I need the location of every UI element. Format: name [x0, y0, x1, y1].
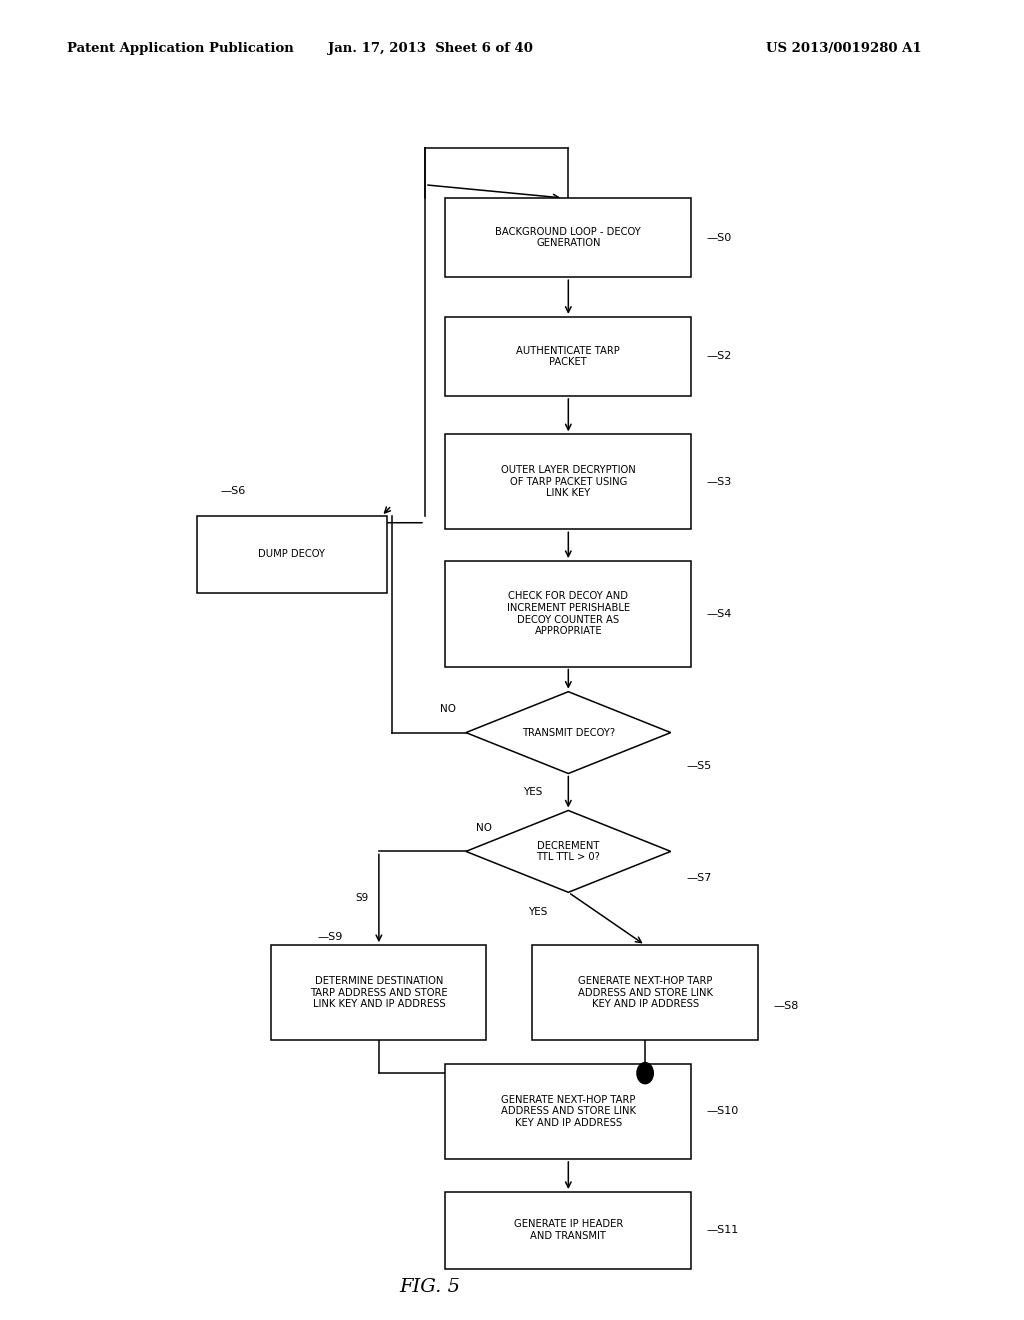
Text: Jan. 17, 2013  Sheet 6 of 40: Jan. 17, 2013 Sheet 6 of 40 [328, 42, 532, 55]
Text: TRANSMIT DECOY?: TRANSMIT DECOY? [522, 727, 614, 738]
Text: DUMP DECOY: DUMP DECOY [258, 549, 326, 560]
Text: —S2: —S2 [707, 351, 732, 362]
Text: —S6: —S6 [220, 486, 246, 496]
Text: BACKGROUND LOOP - DECOY
GENERATION: BACKGROUND LOOP - DECOY GENERATION [496, 227, 641, 248]
FancyBboxPatch shape [445, 561, 691, 667]
Text: FIG. 5: FIG. 5 [399, 1278, 461, 1296]
FancyBboxPatch shape [197, 516, 386, 593]
Text: —S4: —S4 [707, 609, 732, 619]
Text: YES: YES [523, 787, 543, 797]
Text: YES: YES [528, 907, 548, 917]
FancyBboxPatch shape [445, 198, 691, 277]
FancyBboxPatch shape [445, 1064, 691, 1159]
Text: OUTER LAYER DECRYPTION
OF TARP PACKET USING
LINK KEY: OUTER LAYER DECRYPTION OF TARP PACKET US… [501, 465, 636, 499]
Text: —S0: —S0 [707, 232, 732, 243]
Text: —S7: —S7 [686, 873, 712, 883]
FancyBboxPatch shape [445, 317, 691, 396]
Text: —S10: —S10 [707, 1106, 738, 1117]
FancyBboxPatch shape [445, 434, 691, 529]
Text: NO: NO [476, 822, 493, 833]
FancyBboxPatch shape [271, 945, 486, 1040]
Text: CHECK FOR DECOY AND
INCREMENT PERISHABLE
DECOY COUNTER AS
APPROPRIATE: CHECK FOR DECOY AND INCREMENT PERISHABLE… [507, 591, 630, 636]
Polygon shape [466, 810, 671, 892]
FancyBboxPatch shape [445, 1192, 691, 1269]
Text: NO: NO [439, 704, 456, 714]
Text: DECREMENT
TTL TTL > 0?: DECREMENT TTL TTL > 0? [537, 841, 600, 862]
Text: Patent Application Publication: Patent Application Publication [67, 42, 293, 55]
Text: —S8: —S8 [773, 1001, 799, 1011]
Text: —S9: —S9 [317, 932, 343, 942]
Polygon shape [466, 692, 671, 774]
Circle shape [637, 1063, 653, 1084]
Text: AUTHENTICATE TARP
PACKET: AUTHENTICATE TARP PACKET [516, 346, 621, 367]
FancyBboxPatch shape [532, 945, 758, 1040]
Text: —S5: —S5 [686, 760, 712, 771]
Text: —S11: —S11 [707, 1225, 738, 1236]
Text: US 2013/0019280 A1: US 2013/0019280 A1 [766, 42, 922, 55]
Text: DETERMINE DESTINATION
TARP ADDRESS AND STORE
LINK KEY AND IP ADDRESS: DETERMINE DESTINATION TARP ADDRESS AND S… [310, 975, 447, 1010]
Text: GENERATE NEXT-HOP TARP
ADDRESS AND STORE LINK
KEY AND IP ADDRESS: GENERATE NEXT-HOP TARP ADDRESS AND STORE… [501, 1094, 636, 1129]
Text: —S3: —S3 [707, 477, 732, 487]
Text: GENERATE IP HEADER
AND TRANSMIT: GENERATE IP HEADER AND TRANSMIT [514, 1220, 623, 1241]
Text: S9: S9 [355, 894, 369, 903]
Text: GENERATE NEXT-HOP TARP
ADDRESS AND STORE LINK
KEY AND IP ADDRESS: GENERATE NEXT-HOP TARP ADDRESS AND STORE… [578, 975, 713, 1010]
